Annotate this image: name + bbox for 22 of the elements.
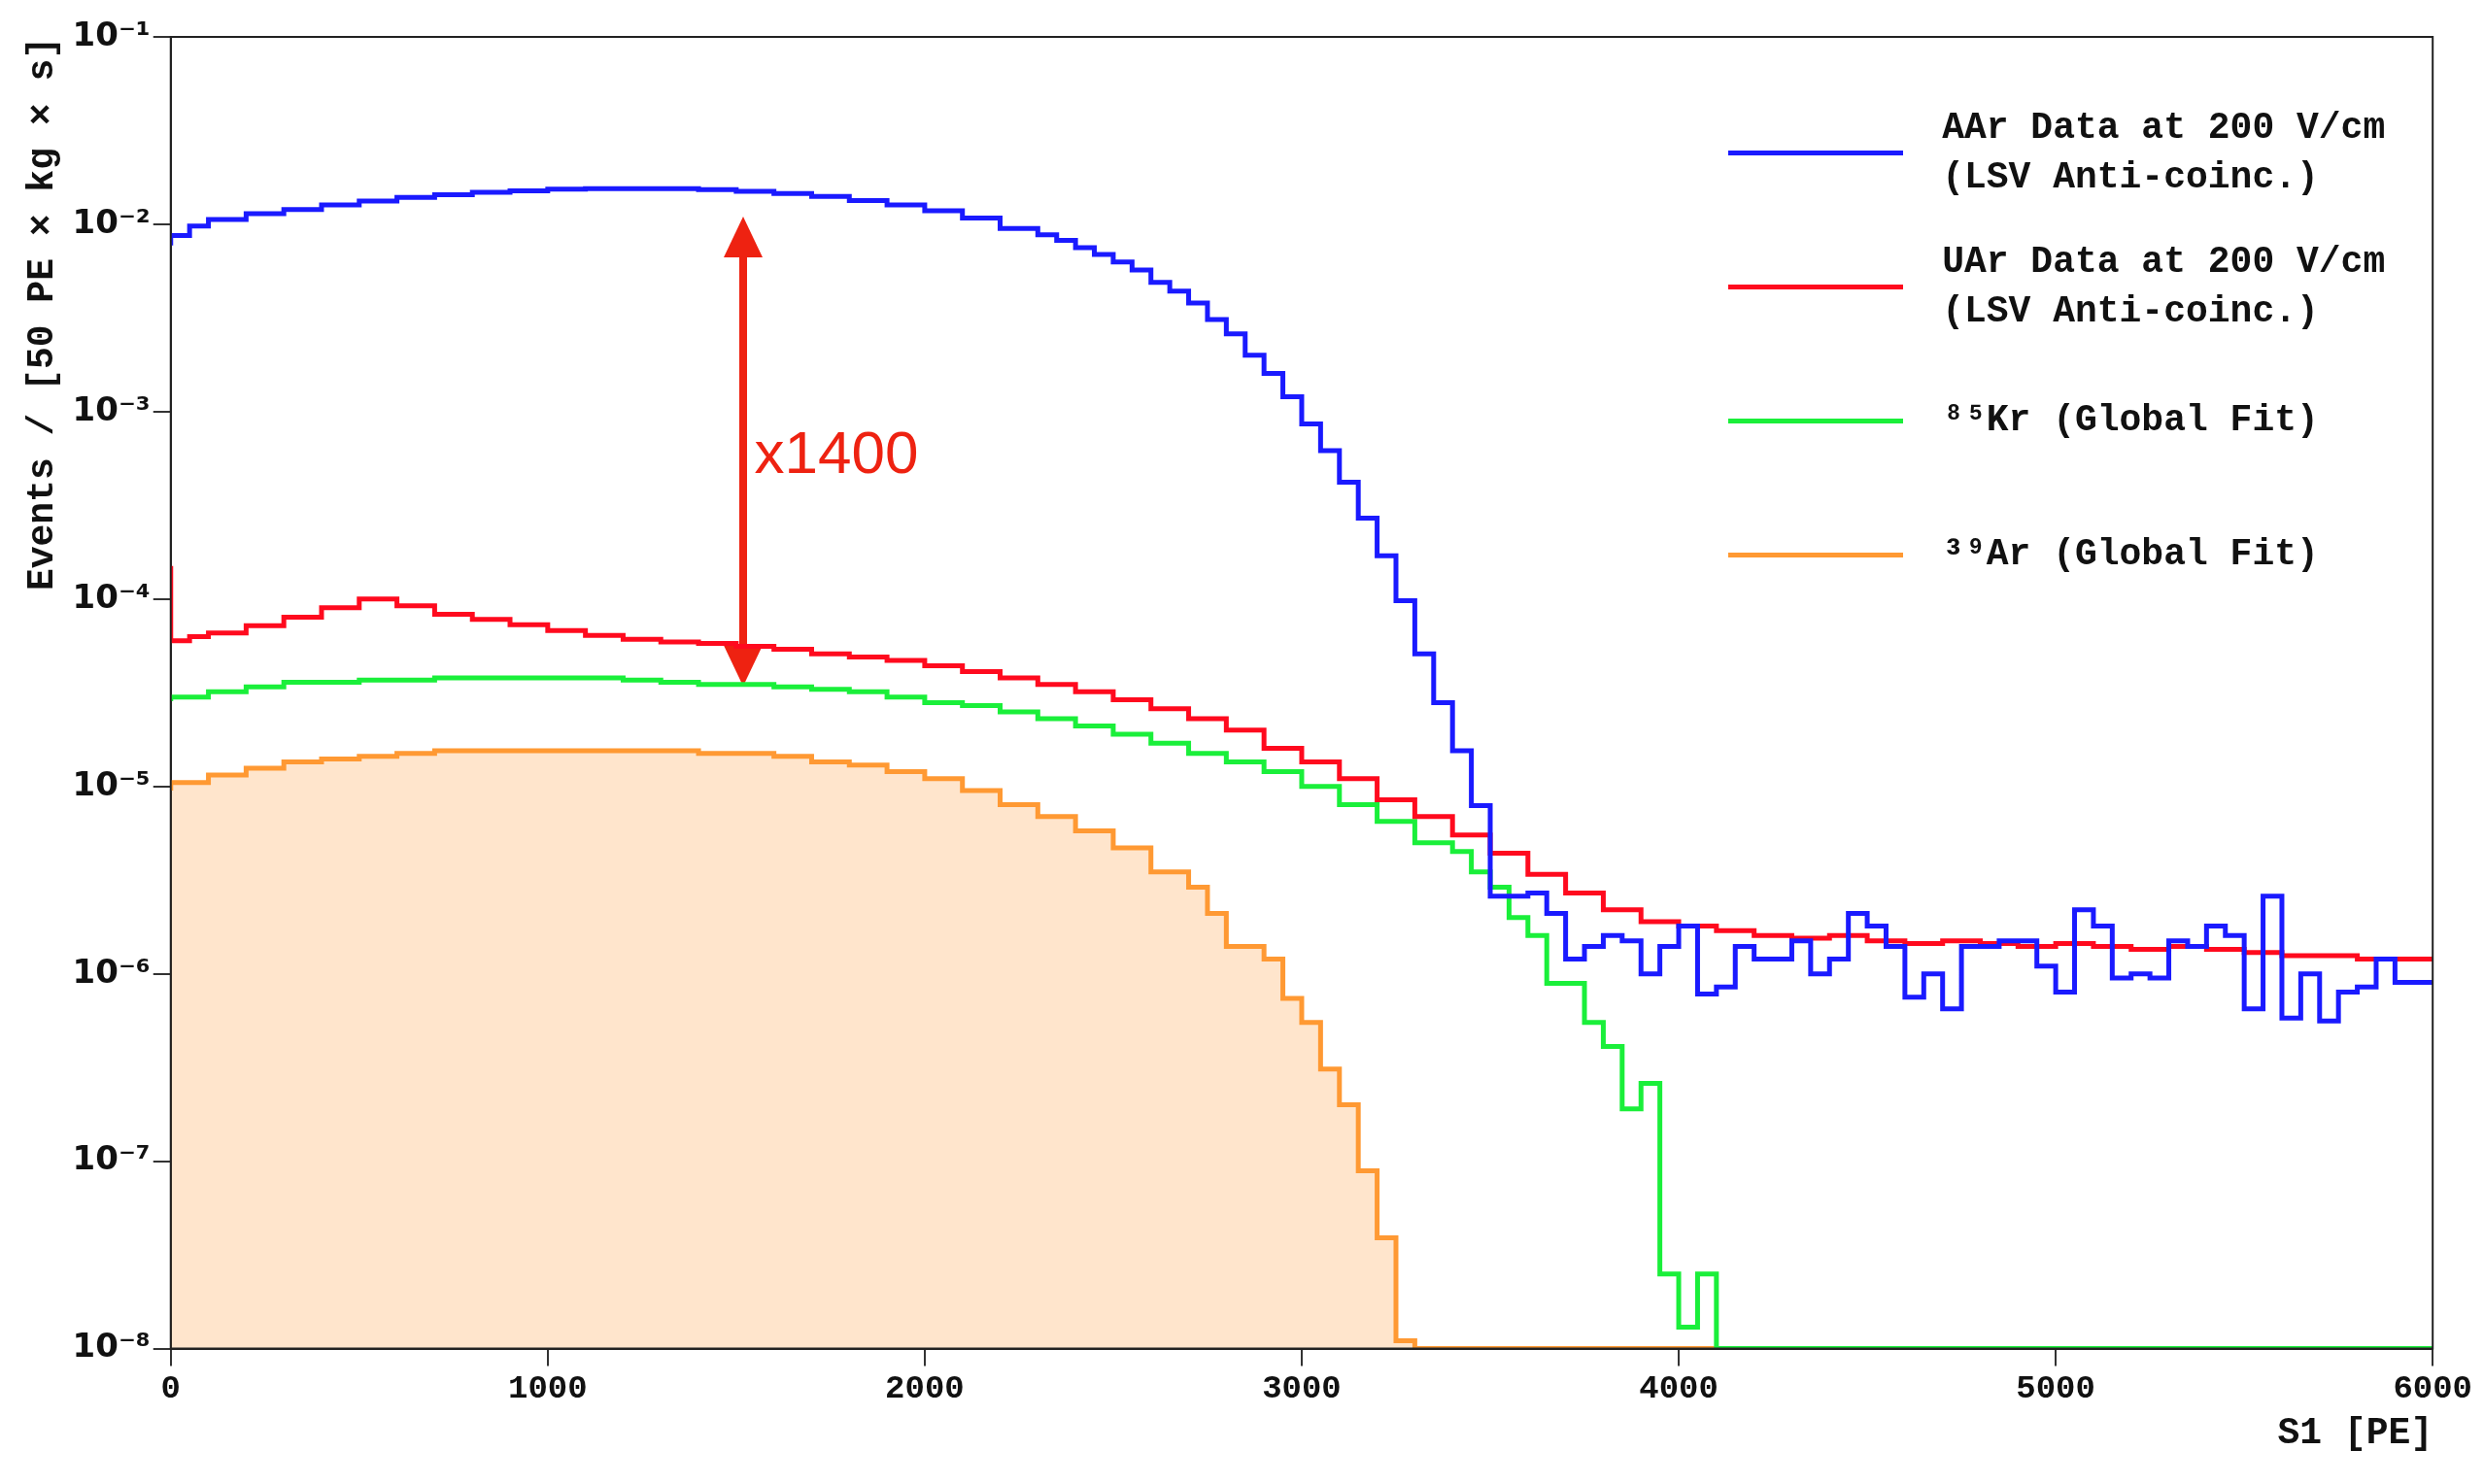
x-tick-label: 0 xyxy=(160,1369,181,1407)
y-tick-label: 10⁻⁸ xyxy=(72,1326,151,1366)
x-tick-label: 3000 xyxy=(1262,1369,1342,1407)
legend-label: ³⁹Ar (Global Fit) xyxy=(1942,532,2320,578)
y-tick-label: 10⁻² xyxy=(72,201,151,241)
legend-label: UAr Data at 200 V/cm (LSV Anti-coinc.) xyxy=(1942,239,2387,334)
y-tick-label: 10⁻⁴ xyxy=(72,576,151,616)
legend-label: AAr Data at 200 V/cm (LSV Anti-coinc.) xyxy=(1942,105,2387,200)
x-tick-label: 5000 xyxy=(2016,1369,2095,1407)
y-tick-label: 10⁻⁵ xyxy=(72,763,151,803)
y-tick-label: 10⁻⁷ xyxy=(72,1138,151,1178)
x-tick-label: 1000 xyxy=(508,1369,588,1407)
annotation: x1400 xyxy=(754,419,919,487)
y-tick-label: 10⁻¹ xyxy=(72,14,151,53)
legend-label: ⁸⁵Kr (Global Fit) xyxy=(1942,398,2320,444)
x-axis-title: S1 [PE] xyxy=(2277,1411,2433,1454)
x-tick-label: 2000 xyxy=(885,1369,965,1407)
y-axis-title: Events / [50 PE × kg × s] xyxy=(21,37,64,591)
x-tick-label: 6000 xyxy=(2393,1369,2473,1407)
x-tick-label: 4000 xyxy=(1639,1369,1718,1407)
y-tick-label: 10⁻⁶ xyxy=(72,951,151,991)
y-tick-label: 10⁻³ xyxy=(72,388,151,428)
